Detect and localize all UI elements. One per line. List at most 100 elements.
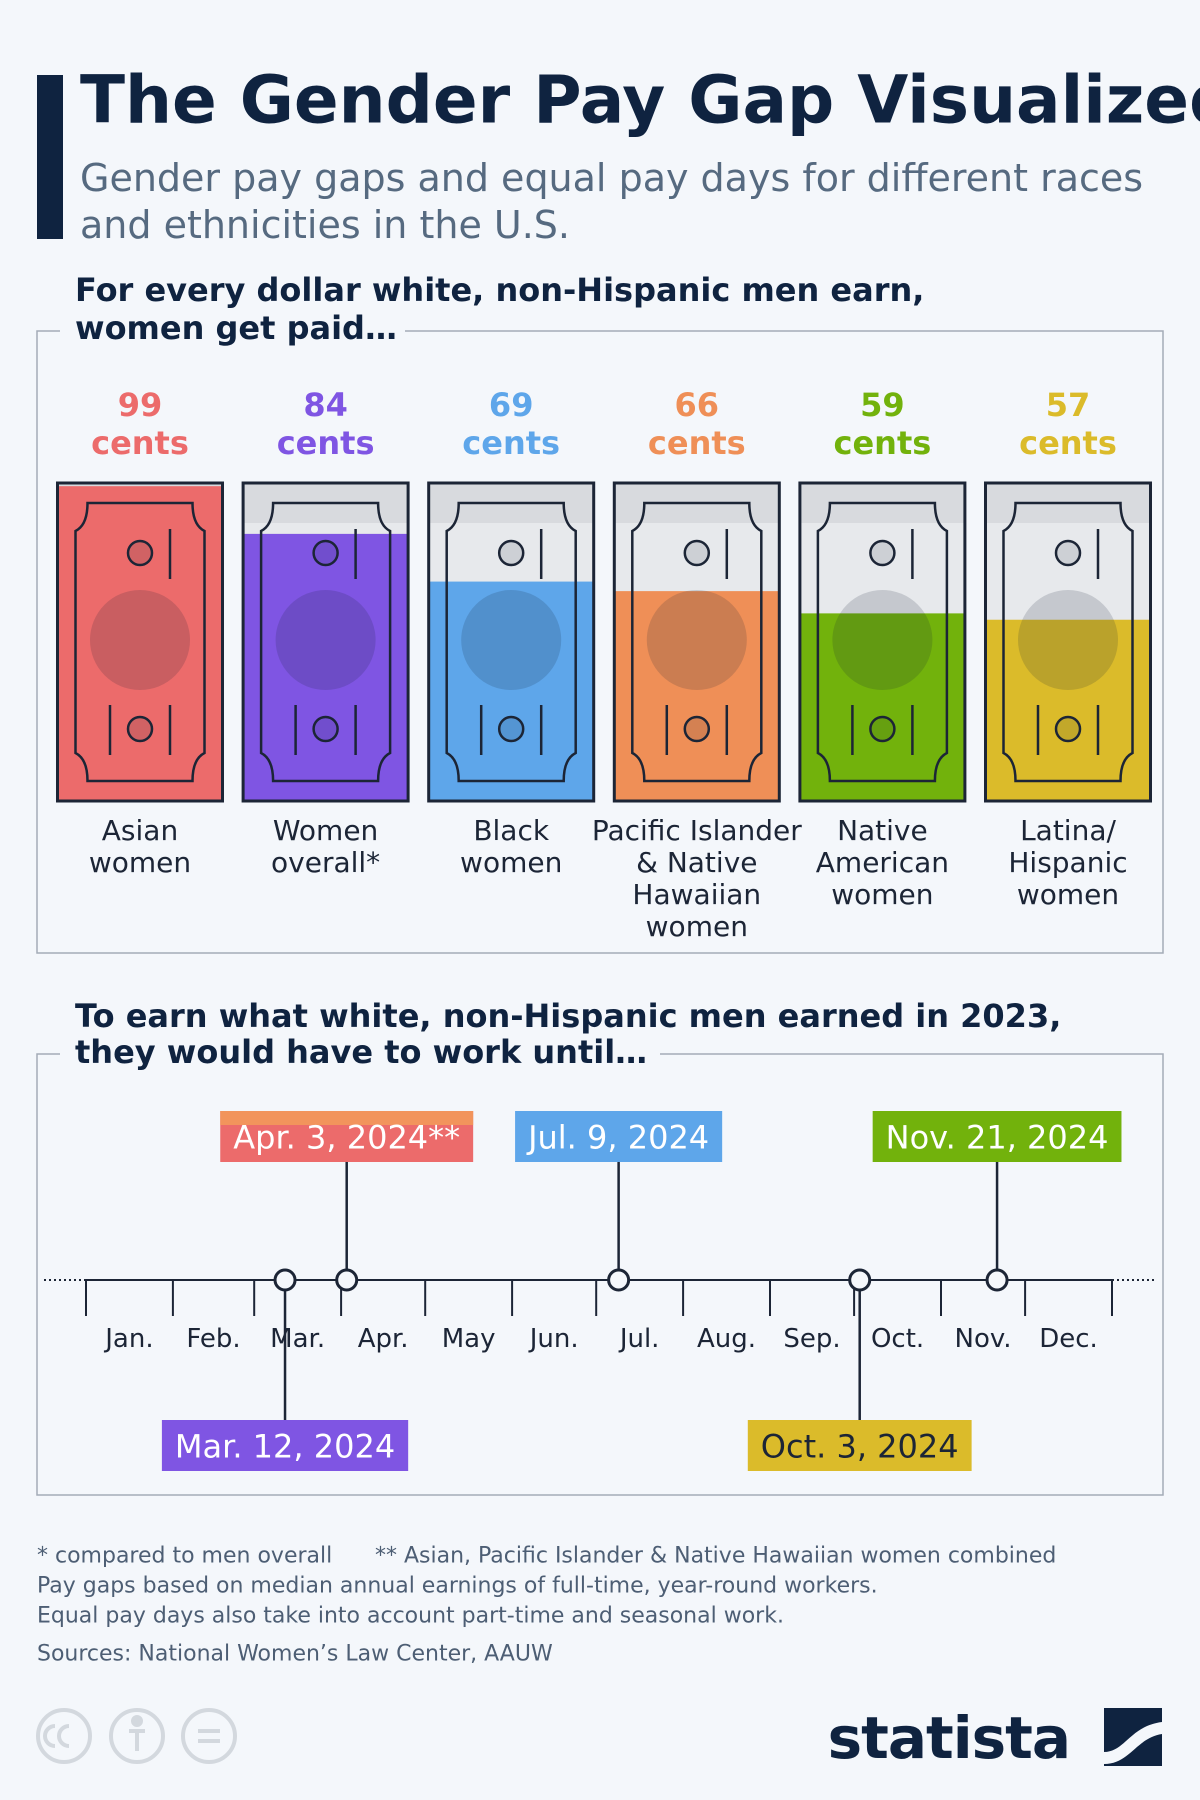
month-label: Dec. bbox=[1039, 1324, 1098, 1354]
footnote: * compared to men overall bbox=[37, 1544, 332, 1569]
category-label: Native American women bbox=[816, 814, 949, 911]
event-point bbox=[985, 1268, 1009, 1292]
bill-fill bbox=[243, 533, 409, 801]
value-label: 84 cents bbox=[277, 386, 375, 462]
bill-lines bbox=[851, 529, 914, 755]
bill-border bbox=[445, 501, 577, 783]
bill-fill bbox=[57, 486, 223, 801]
bill-lines bbox=[1036, 529, 1100, 755]
bill-border bbox=[816, 501, 949, 783]
event-box bbox=[747, 1420, 972, 1471]
bill-border bbox=[259, 501, 392, 783]
event-label: Nov. 21, 2024 bbox=[886, 1119, 1109, 1157]
bill-outline bbox=[984, 481, 1152, 803]
bill-seal bbox=[646, 590, 747, 690]
month-label: Nov. bbox=[955, 1324, 1012, 1354]
bill-seal bbox=[461, 590, 562, 690]
bill-border bbox=[1002, 501, 1134, 783]
category-label: Pacific Islander & Native Hawaiian women bbox=[592, 814, 802, 943]
bill-dot bbox=[683, 715, 711, 743]
header-mask bbox=[60, 310, 405, 350]
timeline-chart: Jan. Feb. Mar. Apr. May Jun. Jul. Aug. Sep. Oct. N… bbox=[44, 1111, 1154, 1471]
value-label: 66 cents bbox=[648, 386, 746, 462]
value-label: 59 cents bbox=[834, 386, 932, 462]
event-label: Mar. 12, 2024 bbox=[175, 1428, 395, 1466]
footnote: ** Asian, Pacific Islander & Native Hawa… bbox=[375, 1544, 1056, 1569]
category-label: Asian women bbox=[89, 814, 191, 879]
license-icons bbox=[36, 1708, 237, 1764]
bill-dot bbox=[869, 715, 896, 743]
footnote: Equal pay days also take into account pa… bbox=[37, 1604, 784, 1629]
month-label: Feb. bbox=[186, 1324, 240, 1354]
bill-dot bbox=[126, 539, 154, 567]
bill-seal bbox=[275, 590, 376, 690]
bill-outline bbox=[241, 481, 410, 803]
event-box bbox=[161, 1420, 409, 1471]
bill-dot bbox=[497, 715, 525, 743]
bill-border bbox=[74, 501, 206, 783]
logo-mark bbox=[1104, 1708, 1162, 1766]
month-label: Sep. bbox=[783, 1324, 840, 1354]
bill-lines bbox=[108, 529, 172, 755]
bill-dot bbox=[683, 539, 711, 567]
footnotes: * compared to men overall ** Asian, Pacif… bbox=[37, 1544, 1056, 1667]
footnote: Pay gaps based on median annual earnings… bbox=[37, 1574, 878, 1599]
title-bar bbox=[37, 75, 63, 239]
bill-lines bbox=[665, 529, 729, 755]
bill-chart: 99 cents Asian women 84 cents Women overall* 69 c… bbox=[56, 386, 1152, 943]
bill-border bbox=[631, 501, 763, 783]
section-box bbox=[36, 330, 1164, 954]
month-label: Apr. bbox=[358, 1324, 409, 1354]
event-box bbox=[515, 1111, 723, 1162]
month-label: May bbox=[442, 1324, 496, 1354]
category-label: Latina/Hispanic women bbox=[1008, 814, 1127, 911]
event-point bbox=[335, 1268, 359, 1292]
category-label: Black women bbox=[460, 814, 562, 879]
bill-lines bbox=[479, 529, 543, 755]
bill-lines bbox=[294, 529, 357, 755]
section-title: To earn what white, non-Hispanic men ear… bbox=[75, 997, 1061, 1071]
logo: statista bbox=[828, 1704, 1070, 1772]
bill-dot bbox=[126, 715, 154, 743]
value-label: 99 cents bbox=[91, 386, 189, 462]
bill-dot bbox=[1054, 539, 1082, 567]
bill-fill bbox=[799, 613, 965, 801]
bill-dot bbox=[1054, 715, 1082, 743]
bill-outline bbox=[427, 481, 596, 803]
event-label: Oct. 3, 2024 bbox=[761, 1428, 959, 1466]
bill-seal bbox=[832, 590, 933, 690]
bill-fill bbox=[985, 619, 1151, 801]
event-label: Jul. 9, 2024 bbox=[526, 1119, 709, 1157]
bill-outline bbox=[56, 481, 224, 803]
title: The Gender Pay Gap Visualized bbox=[80, 62, 1200, 139]
bill-dot bbox=[497, 539, 525, 567]
event-label: Apr. 3, 2024** bbox=[233, 1119, 460, 1157]
header-mask bbox=[60, 1035, 660, 1075]
value-label: 69 cents bbox=[462, 386, 560, 462]
value-label: 57 cents bbox=[1019, 386, 1117, 462]
bill-outline bbox=[612, 481, 781, 803]
event-box bbox=[872, 1111, 1122, 1162]
bill-seal bbox=[90, 590, 190, 690]
event-point bbox=[273, 1268, 297, 1292]
section-title: For every dollar white, non-Hispanic men… bbox=[75, 271, 924, 347]
bill-seal bbox=[1018, 590, 1118, 690]
source: Sources: National Women’s Law Center, AA… bbox=[37, 1642, 553, 1667]
month-label: Jan. bbox=[103, 1324, 153, 1354]
bill-outline bbox=[798, 481, 967, 803]
bill-dot bbox=[312, 715, 339, 743]
month-label: Aug. bbox=[697, 1324, 756, 1354]
subtitle: Gender pay gaps and equal pay days for d… bbox=[80, 156, 1143, 247]
month-label: Mar. bbox=[270, 1324, 325, 1354]
event-point bbox=[848, 1268, 872, 1292]
month-label: Jul. bbox=[618, 1324, 660, 1354]
month-label: Jun. bbox=[528, 1324, 579, 1354]
event-point bbox=[607, 1268, 631, 1292]
bill-dot bbox=[312, 539, 339, 567]
month-label: Oct. bbox=[871, 1324, 924, 1354]
category-label: Women overall* bbox=[271, 814, 380, 879]
bill-dot bbox=[869, 539, 896, 567]
